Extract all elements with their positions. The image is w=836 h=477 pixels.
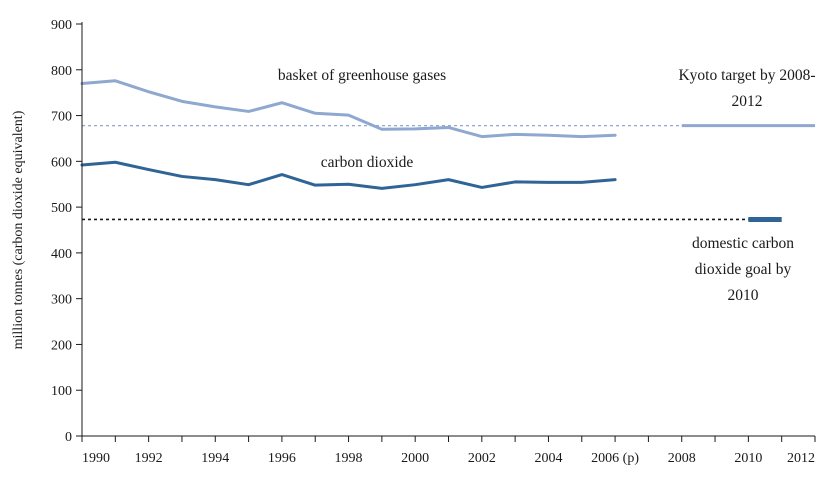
y-axis-ticks: 0 100 200 300 400 500 600 700 800 900 <box>51 18 82 445</box>
kyoto-label-line2: 2012 <box>732 93 763 110</box>
x-axis-ticks: 1990 1992 1994 1996 1998 2000 2002 2004 2006 (p)… <box>81 436 816 466</box>
series-line <box>80 79 617 139</box>
x-tick-label: 2000 <box>401 451 429 466</box>
domestic-label-line3: 2010 <box>728 287 759 304</box>
x-tick-label: 1992 <box>135 451 163 466</box>
y-tick-label: 300 <box>51 293 72 308</box>
series-group <box>80 79 617 190</box>
y-tick-label: 400 <box>51 247 72 262</box>
y-tick-label: 200 <box>51 338 72 353</box>
y-tick-label: 500 <box>51 201 72 216</box>
domestic-label-line2: dioxide goal by <box>695 261 792 278</box>
x-tick-label: 1994 <box>201 451 229 466</box>
y-tick-label: 600 <box>51 155 72 170</box>
x-tick-label: 1998 <box>335 451 363 466</box>
co2-label: carbon dioxide <box>321 154 414 171</box>
x-tick-label: 1996 <box>268 451 296 466</box>
y-tick-label: 0 <box>65 430 72 445</box>
basket-label: basket of greenhouse gases <box>278 67 446 84</box>
kyoto-label-line1: Kyoto target by 2008- <box>678 67 815 84</box>
x-tick-label: 2002 <box>468 451 496 466</box>
x-tick-label: 2010 <box>734 451 762 466</box>
reference-lines <box>82 125 749 221</box>
domestic-label-line1: domestic carbon <box>692 235 794 252</box>
axes <box>81 22 815 437</box>
target-bars <box>681 124 815 222</box>
x-tick-label: 2008 <box>668 451 696 466</box>
y-axis-title: million tonnes (carbon dioxide equivalen… <box>11 110 26 349</box>
series-line <box>80 160 617 190</box>
x-tick-label: 1990 <box>82 451 110 466</box>
y-tick-label: 100 <box>51 384 72 399</box>
y-tick-label: 900 <box>51 18 72 33</box>
x-tick-label: 2006 (p) <box>591 451 639 466</box>
y-tick-label: 800 <box>51 64 72 79</box>
x-tick-label: 2012 <box>787 451 815 466</box>
y-tick-label: 700 <box>51 110 72 125</box>
x-tick-label: 2004 <box>534 451 562 466</box>
